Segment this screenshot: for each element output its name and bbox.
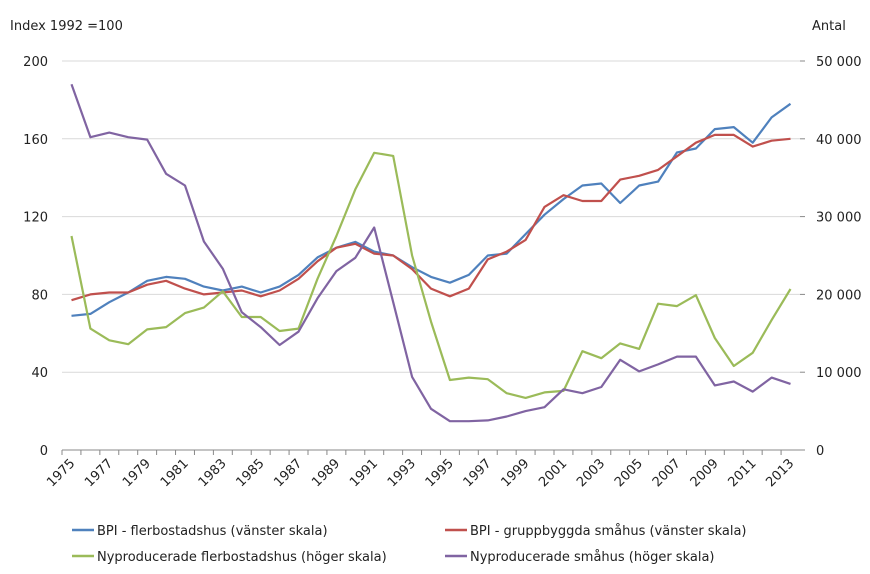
legend-label: BPI - gruppbyggda småhus (vänster skala)	[470, 524, 746, 539]
y-tick-label: 0	[40, 444, 48, 459]
y2-tick-label: 10 000	[816, 366, 862, 381]
x-tick-label: 1975	[44, 456, 78, 490]
x-tick-label: 2011	[726, 456, 760, 490]
y2-tick-label: 50 000	[816, 55, 862, 70]
x-tick-label: 1995	[423, 456, 457, 490]
y2-tick-label: 40 000	[816, 133, 862, 148]
x-tick-label: 1979	[120, 456, 154, 490]
x-tick-label: 2009	[688, 456, 722, 490]
y2-tick-label: 20 000	[816, 288, 862, 303]
series-line	[70, 83, 791, 423]
legend-label: BPI - flerbostadshus (vänster skala)	[97, 524, 328, 539]
y-tick-label: 40	[31, 366, 48, 381]
series-line	[71, 102, 792, 317]
x-tick-label: 1977	[82, 456, 116, 490]
series-line	[71, 133, 791, 302]
y2-tick-label: 30 000	[816, 211, 862, 226]
y2-tick-label: 0	[816, 444, 824, 459]
x-tick-label: 1997	[461, 456, 495, 490]
x-tick-label: 1981	[158, 456, 192, 490]
x-tick-label: 1983	[196, 456, 230, 490]
legend-label: Nyproducerade flerbostadshus (höger skal…	[97, 550, 387, 565]
x-tick-label: 2003	[574, 456, 608, 490]
y2-axis-title: Antal	[812, 19, 846, 34]
legend-label: Nyproducerade småhus (höger skala)	[470, 550, 714, 565]
x-tick-label: 2013	[763, 456, 797, 490]
y-axis-title: Index 1992 =100	[10, 19, 123, 34]
x-tick-label: 1999	[498, 456, 532, 490]
x-tick-label: 1987	[271, 456, 305, 490]
x-tick-label: 1989	[309, 456, 343, 490]
x-tick-label: 2005	[612, 456, 646, 490]
x-tick-label: 1993	[385, 456, 419, 490]
x-tick-label: 2001	[536, 456, 570, 490]
x-tick-label: 1991	[347, 456, 381, 490]
y-tick-label: 80	[31, 288, 48, 303]
x-tick-label: 1985	[234, 456, 268, 490]
series-line	[70, 151, 792, 399]
y-tick-label: 160	[23, 133, 48, 148]
y-tick-label: 120	[23, 211, 48, 226]
legend: BPI - flerbostadshus (vänster skala) BPI …	[72, 524, 746, 565]
x-tick-label: 2007	[650, 456, 684, 490]
y-tick-label: 200	[23, 55, 48, 70]
